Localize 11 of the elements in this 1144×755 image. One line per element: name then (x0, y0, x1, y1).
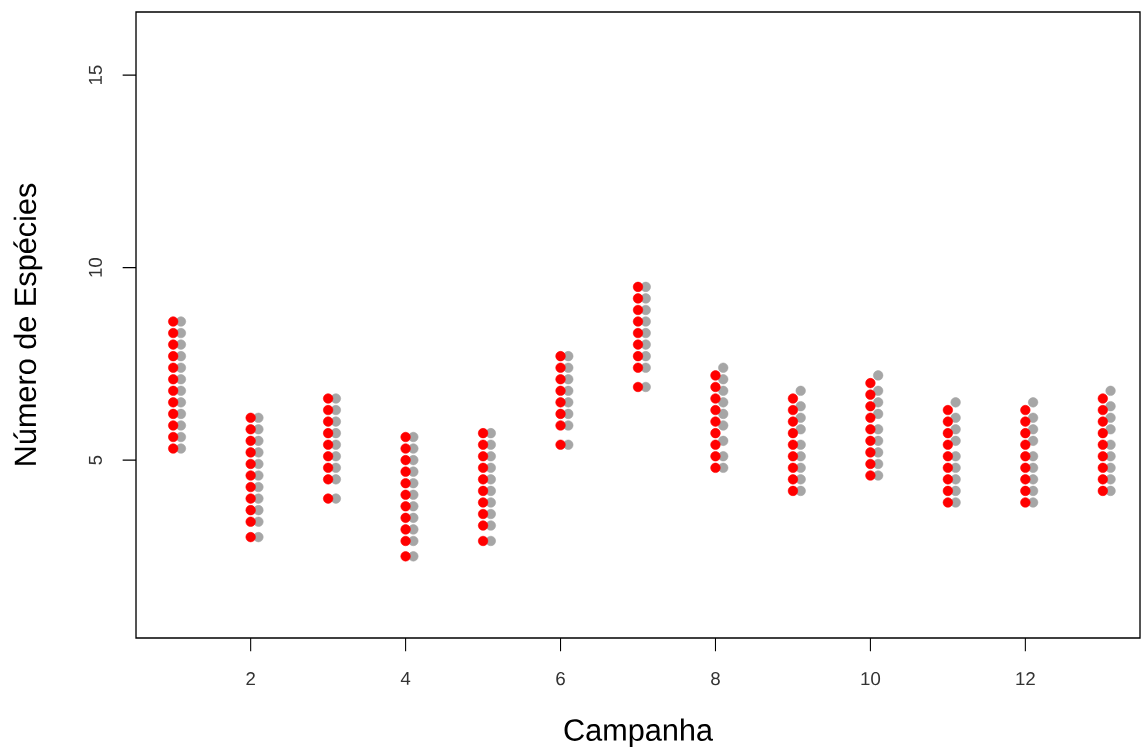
y-tick-label: 15 (88, 65, 102, 85)
x-tick-label: 4 (400, 672, 411, 685)
x-axis-title: Campanha (564, 718, 713, 747)
x-tick-label: 2 (246, 672, 255, 686)
x-tick-label: 8 (711, 672, 720, 686)
x-tick-label: 6 (556, 672, 565, 686)
x-tick-label: 10 (861, 672, 881, 686)
y-tick-label: 5 (88, 455, 102, 465)
x-tick-label: 12 (1016, 672, 1035, 686)
y-axis-title: Número de Espécies (13, 183, 43, 465)
y-tick-label: 10 (88, 257, 102, 277)
